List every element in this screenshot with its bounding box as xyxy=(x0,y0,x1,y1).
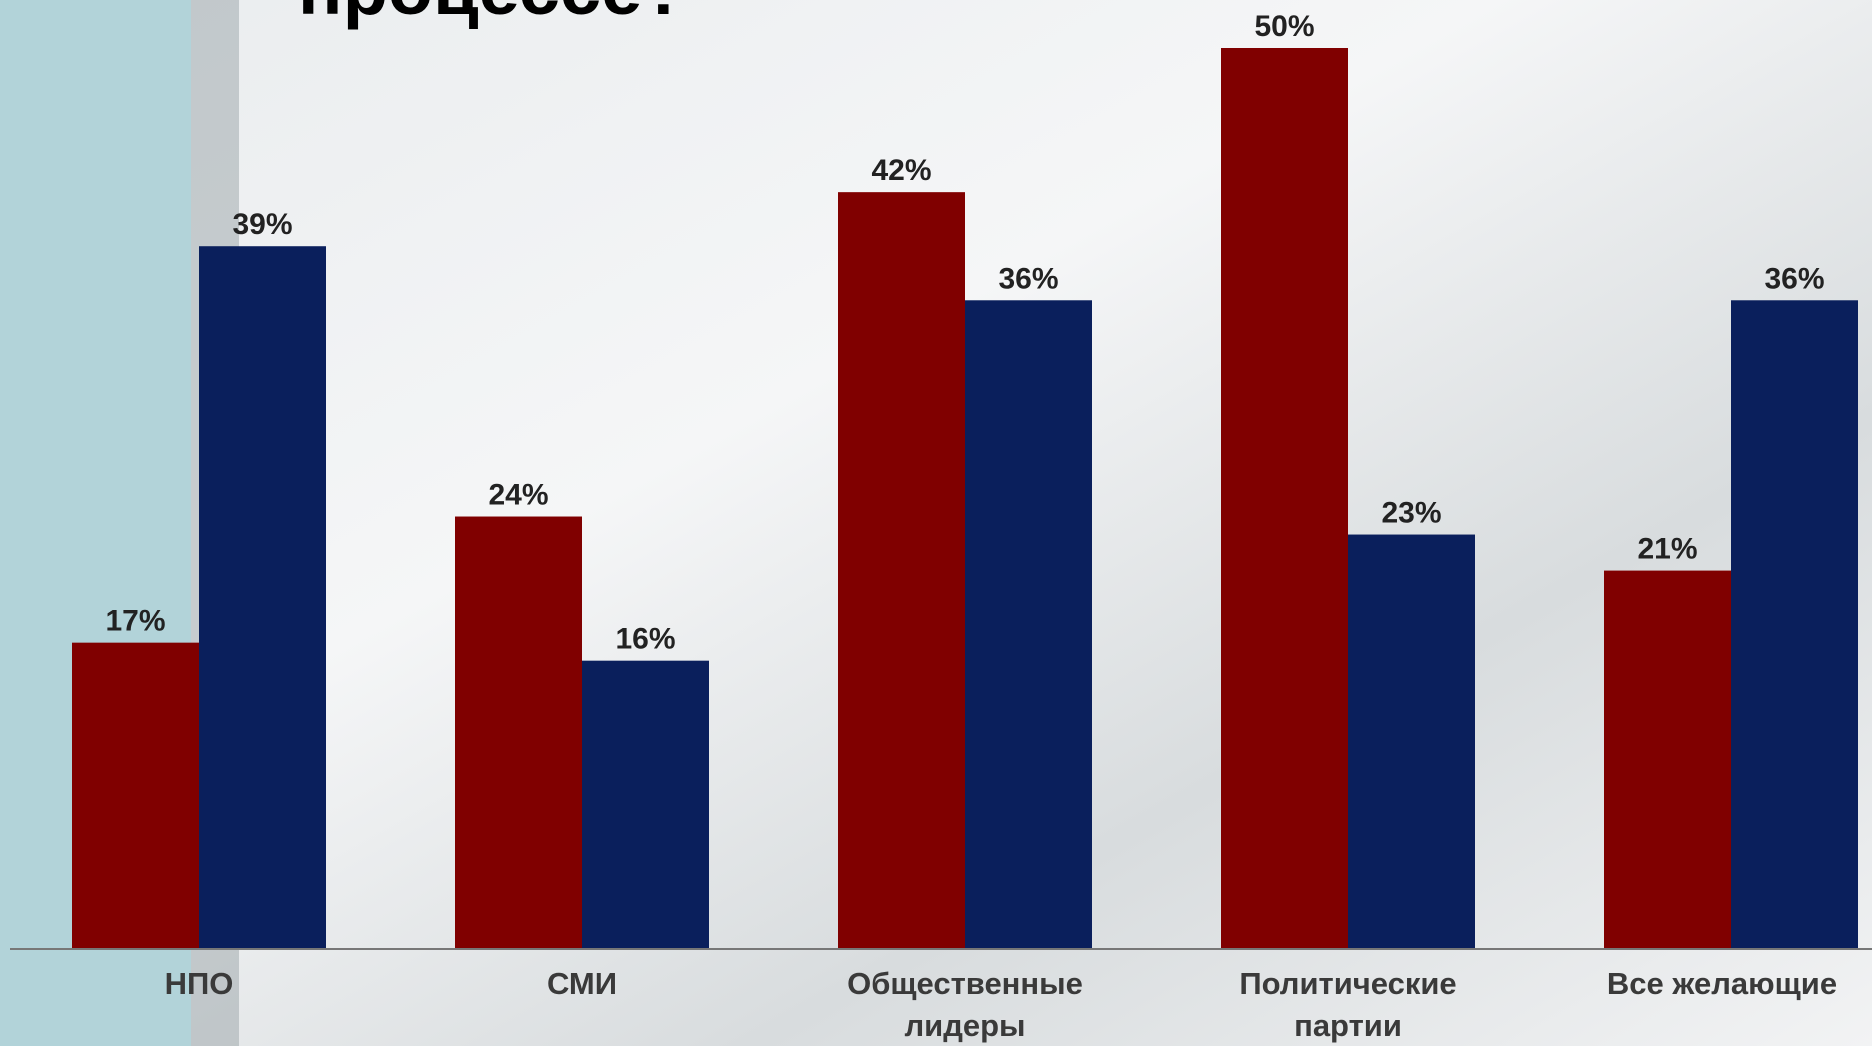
bar xyxy=(582,660,709,949)
bar xyxy=(455,516,582,949)
x-tick-label: СМИ xyxy=(546,966,618,1001)
chart-title: процессе? xyxy=(298,0,687,30)
x-tick-label: НПО xyxy=(164,966,234,1001)
bar xyxy=(1348,534,1475,949)
value-label: 23% xyxy=(1381,497,1441,530)
value-label: 50% xyxy=(1254,10,1314,43)
value-label: 42% xyxy=(871,154,931,187)
value-label: 24% xyxy=(488,479,548,512)
x-tick-label: Общественные лидеры xyxy=(847,966,1083,1043)
value-label: 36% xyxy=(1764,262,1824,295)
bar xyxy=(199,246,326,950)
value-label: 21% xyxy=(1637,533,1697,566)
value-label: 36% xyxy=(998,262,1058,295)
bar xyxy=(72,642,199,949)
value-label: 17% xyxy=(105,605,165,638)
bar xyxy=(965,300,1092,949)
bar xyxy=(838,192,965,949)
value-label: 39% xyxy=(232,208,292,241)
value-label: 16% xyxy=(615,623,675,656)
bar xyxy=(1221,48,1348,949)
x-tick-label: Все желающие xyxy=(1606,966,1838,1001)
x-tick-label: Политические партии xyxy=(1239,966,1457,1043)
bar xyxy=(1731,300,1858,949)
bar xyxy=(1604,570,1731,949)
